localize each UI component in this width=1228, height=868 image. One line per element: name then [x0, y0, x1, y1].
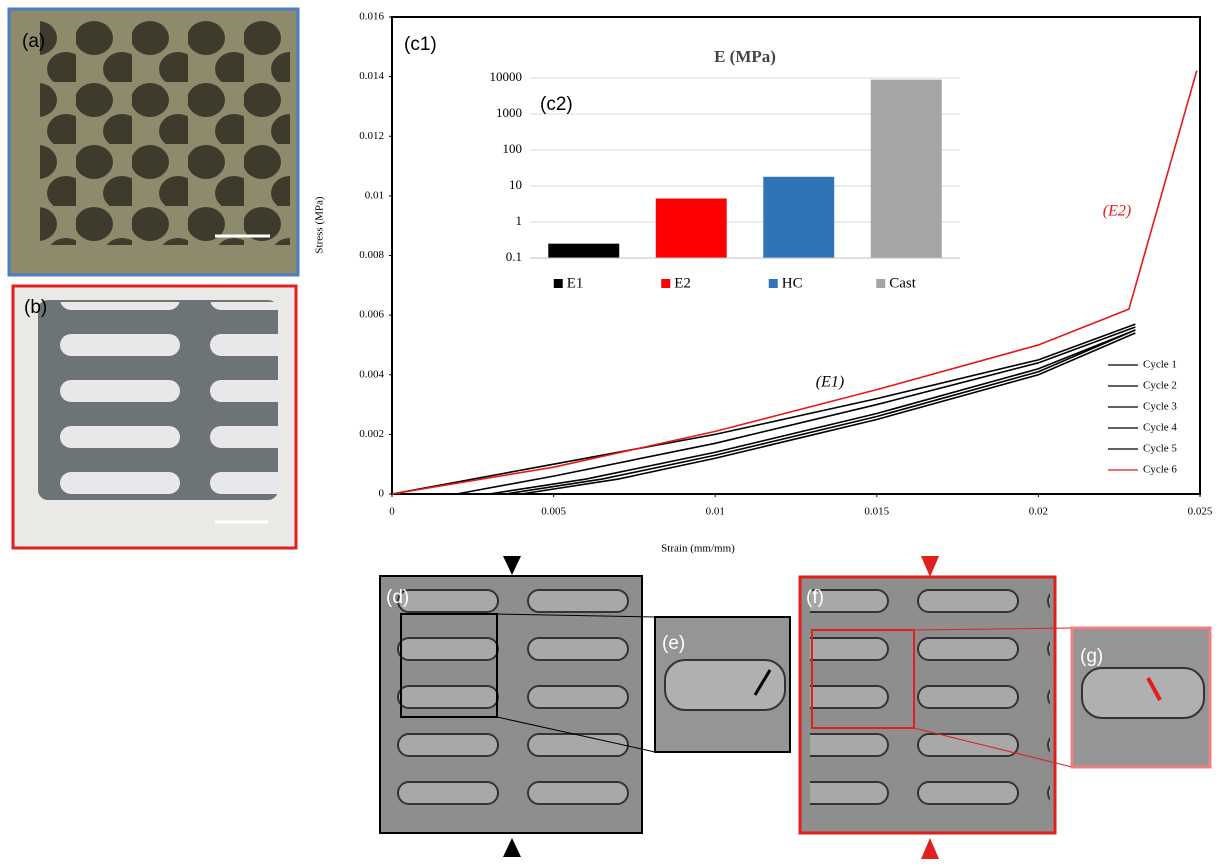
legend-label: Cycle 5: [1143, 443, 1177, 455]
legend-label: Cycle 4: [1143, 422, 1177, 434]
bar: [548, 244, 619, 258]
x-axis-title: Strain (mm/mm): [661, 543, 735, 555]
slots: [42, 302, 278, 498]
y-tick-label: 0.1: [506, 249, 522, 264]
legend-label: Cast: [889, 275, 917, 291]
y-tick-label: 0.014: [359, 70, 384, 82]
legend-label: E2: [674, 275, 691, 291]
bar: [871, 80, 942, 258]
legend-swatch: [769, 279, 778, 288]
y-axis-title: Stress (MPa): [314, 196, 326, 253]
load-arrow: [921, 556, 939, 577]
load-arrow: [921, 838, 939, 859]
legend-label: E1: [567, 275, 584, 291]
x-tick-label: 0.02: [1029, 506, 1048, 518]
y-tick-label: 0.006: [359, 309, 384, 321]
bar: [763, 177, 834, 258]
y-tick-label: 0.002: [359, 428, 384, 440]
slots: [810, 585, 1050, 810]
x-tick-label: 0.01: [706, 506, 725, 518]
cell: [1082, 668, 1204, 718]
y-tick-label: 0.016: [359, 11, 384, 23]
panel-label: (c1): [404, 34, 437, 55]
panel-label: (d): [386, 587, 409, 608]
y-tick-label: 10: [509, 177, 522, 192]
panel-label: (f): [806, 587, 824, 608]
x-tick-label: 0.025: [1188, 506, 1213, 518]
honeycomb: [40, 20, 290, 245]
legend-label: Cycle 3: [1143, 401, 1177, 413]
legend-label: Cycle 1: [1143, 359, 1177, 371]
y-tick-label: 1000: [496, 105, 522, 120]
legend-label: Cycle 6: [1143, 464, 1177, 476]
panel-label: (e): [662, 633, 685, 654]
line: [505, 330, 1135, 494]
cell: [665, 660, 785, 710]
panel-label: (c2): [540, 94, 573, 115]
figure: (a) (b) (d) (e) (f) (g) 0 0.002 0.004 0.006 0.008…: [0, 0, 1228, 868]
y-tick-label: 0.004: [359, 368, 384, 380]
load-arrow: [503, 838, 521, 857]
slots: [395, 585, 635, 810]
y-tick-label: 10000: [490, 69, 523, 84]
legend-swatch: [554, 279, 563, 288]
y-tick-label: 0.01: [365, 189, 384, 201]
chart-title: E (MPa): [714, 47, 776, 66]
x-tick-label: 0.005: [541, 506, 566, 518]
y-tick-label: 0: [379, 488, 385, 500]
legend-swatch: [661, 279, 670, 288]
legend-swatch: [876, 279, 885, 288]
panel-label: (a): [22, 31, 45, 52]
panel-label: (g): [1080, 646, 1103, 667]
annotation: (E1): [816, 374, 844, 391]
load-arrow: [503, 556, 521, 575]
y-tick-label: 1: [516, 213, 523, 228]
y-tick-label: 0.012: [359, 130, 384, 142]
x-tick-label: 0.015: [864, 506, 889, 518]
line: [521, 333, 1135, 494]
y-tick-label: 100: [503, 141, 523, 156]
bar: [656, 198, 727, 258]
panel-label: (b): [24, 297, 47, 318]
x-tick-label: 0: [389, 506, 395, 518]
legend-label: HC: [782, 275, 803, 291]
legend-label: Cycle 2: [1143, 380, 1177, 392]
y-tick-label: 0.008: [359, 249, 384, 261]
annotation: (E2): [1103, 203, 1131, 220]
